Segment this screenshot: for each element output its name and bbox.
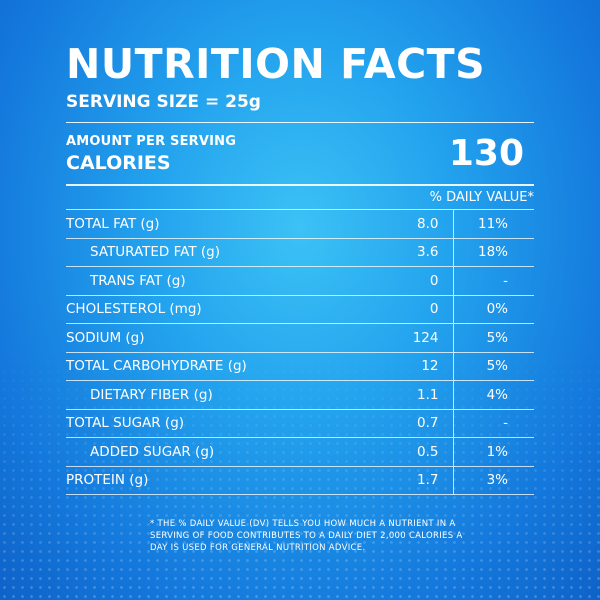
table-row: TOTAL CARBOHYDRATE (g) 12 5% <box>66 351 534 381</box>
table-row: DIETARY FIBER (g) 1.1 4% <box>66 380 534 409</box>
table-row: TOTAL SUGAR (g) 0.7 - <box>66 408 534 438</box>
nutrient-name: DIETARY FIBER (g) <box>66 380 396 409</box>
nutrient-daily-value: - <box>454 408 534 438</box>
column-separator <box>452 380 454 409</box>
column-separator <box>452 465 454 495</box>
nutrient-name: ADDED SUGAR (g) <box>66 437 396 466</box>
nutrient-daily-value: 11% <box>454 209 534 238</box>
nutrient-daily-value: - <box>454 266 534 295</box>
nutrient-name: TRANS FAT (g) <box>66 266 396 295</box>
table-row: SATURATED FAT (g) 3.6 18% <box>66 237 534 267</box>
calories-value: 130 <box>448 133 524 174</box>
serving-size: SERVING SIZE = 25g <box>66 92 261 112</box>
daily-value-footnote: * THE % DAILY VALUE (DV) TELLS YOU HOW M… <box>150 519 463 553</box>
calories-label: CALORIES <box>66 152 171 174</box>
nutrient-name: TOTAL CARBOHYDRATE (g) <box>66 351 396 381</box>
table-row: SODIUM (g) 124 5% <box>66 323 534 352</box>
nutrient-name: TOTAL SUGAR (g) <box>66 408 396 438</box>
nutrient-amount: 0.5 <box>396 437 453 466</box>
divider <box>66 122 534 123</box>
amount-per-serving-label: AMOUNT PER SERVING <box>66 134 237 149</box>
table-row: ADDED SUGAR (g) 0.5 1% <box>66 437 534 466</box>
nutrient-table: TOTAL FAT (g) 8.0 11% SATURATED FAT (g) … <box>66 209 534 495</box>
nutrient-daily-value: 3% <box>454 465 534 495</box>
daily-value-header: % DAILY VALUE* <box>429 190 534 205</box>
nutrient-amount: 0 <box>396 266 453 295</box>
nutrient-amount: 1.1 <box>396 380 453 409</box>
nutrient-daily-value: 5% <box>454 351 534 381</box>
column-separator <box>452 437 454 466</box>
table-row: CHOLESTEROL (mg) 0 0% <box>66 294 534 324</box>
column-separator <box>452 209 454 238</box>
nutrient-amount: 8.0 <box>396 209 453 238</box>
column-separator <box>452 351 454 381</box>
nutrient-daily-value: 1% <box>454 437 534 466</box>
column-separator <box>452 266 454 295</box>
divider-thick <box>66 184 534 186</box>
table-row: TOTAL FAT (g) 8.0 11% <box>66 209 534 238</box>
nutrient-amount: 0 <box>396 294 453 324</box>
column-separator <box>452 294 454 324</box>
column-separator <box>452 408 454 438</box>
nutrient-daily-value: 4% <box>454 380 534 409</box>
nutrient-amount: 3.6 <box>396 237 453 267</box>
table-row: TRANS FAT (g) 0 - <box>66 266 534 295</box>
nutrition-facts-panel: NUTRITION FACTS SERVING SIZE = 25g AMOUN… <box>66 40 534 495</box>
nutrient-name: TOTAL FAT (g) <box>66 209 396 238</box>
column-separator <box>452 237 454 267</box>
column-separator <box>452 323 454 352</box>
table-row: PROTEIN (g) 1.7 3% <box>66 465 534 495</box>
nutrient-name: SATURATED FAT (g) <box>66 237 396 267</box>
nutrient-amount: 124 <box>396 323 453 352</box>
nutrient-daily-value: 0% <box>454 294 534 324</box>
calories-block: AMOUNT PER SERVING CALORIES 130 <box>66 123 534 184</box>
nutrient-name: SODIUM (g) <box>66 323 396 352</box>
nutrient-daily-value: 5% <box>454 323 534 352</box>
nutrient-amount: 12 <box>396 351 453 381</box>
nutrient-amount: 0.7 <box>396 408 453 438</box>
nutrient-name: PROTEIN (g) <box>66 465 396 495</box>
nutrient-name: CHOLESTEROL (mg) <box>66 294 396 324</box>
nutrient-amount: 1.7 <box>396 465 453 495</box>
label-title: NUTRITION FACTS <box>66 40 486 88</box>
nutrient-daily-value: 18% <box>454 237 534 267</box>
